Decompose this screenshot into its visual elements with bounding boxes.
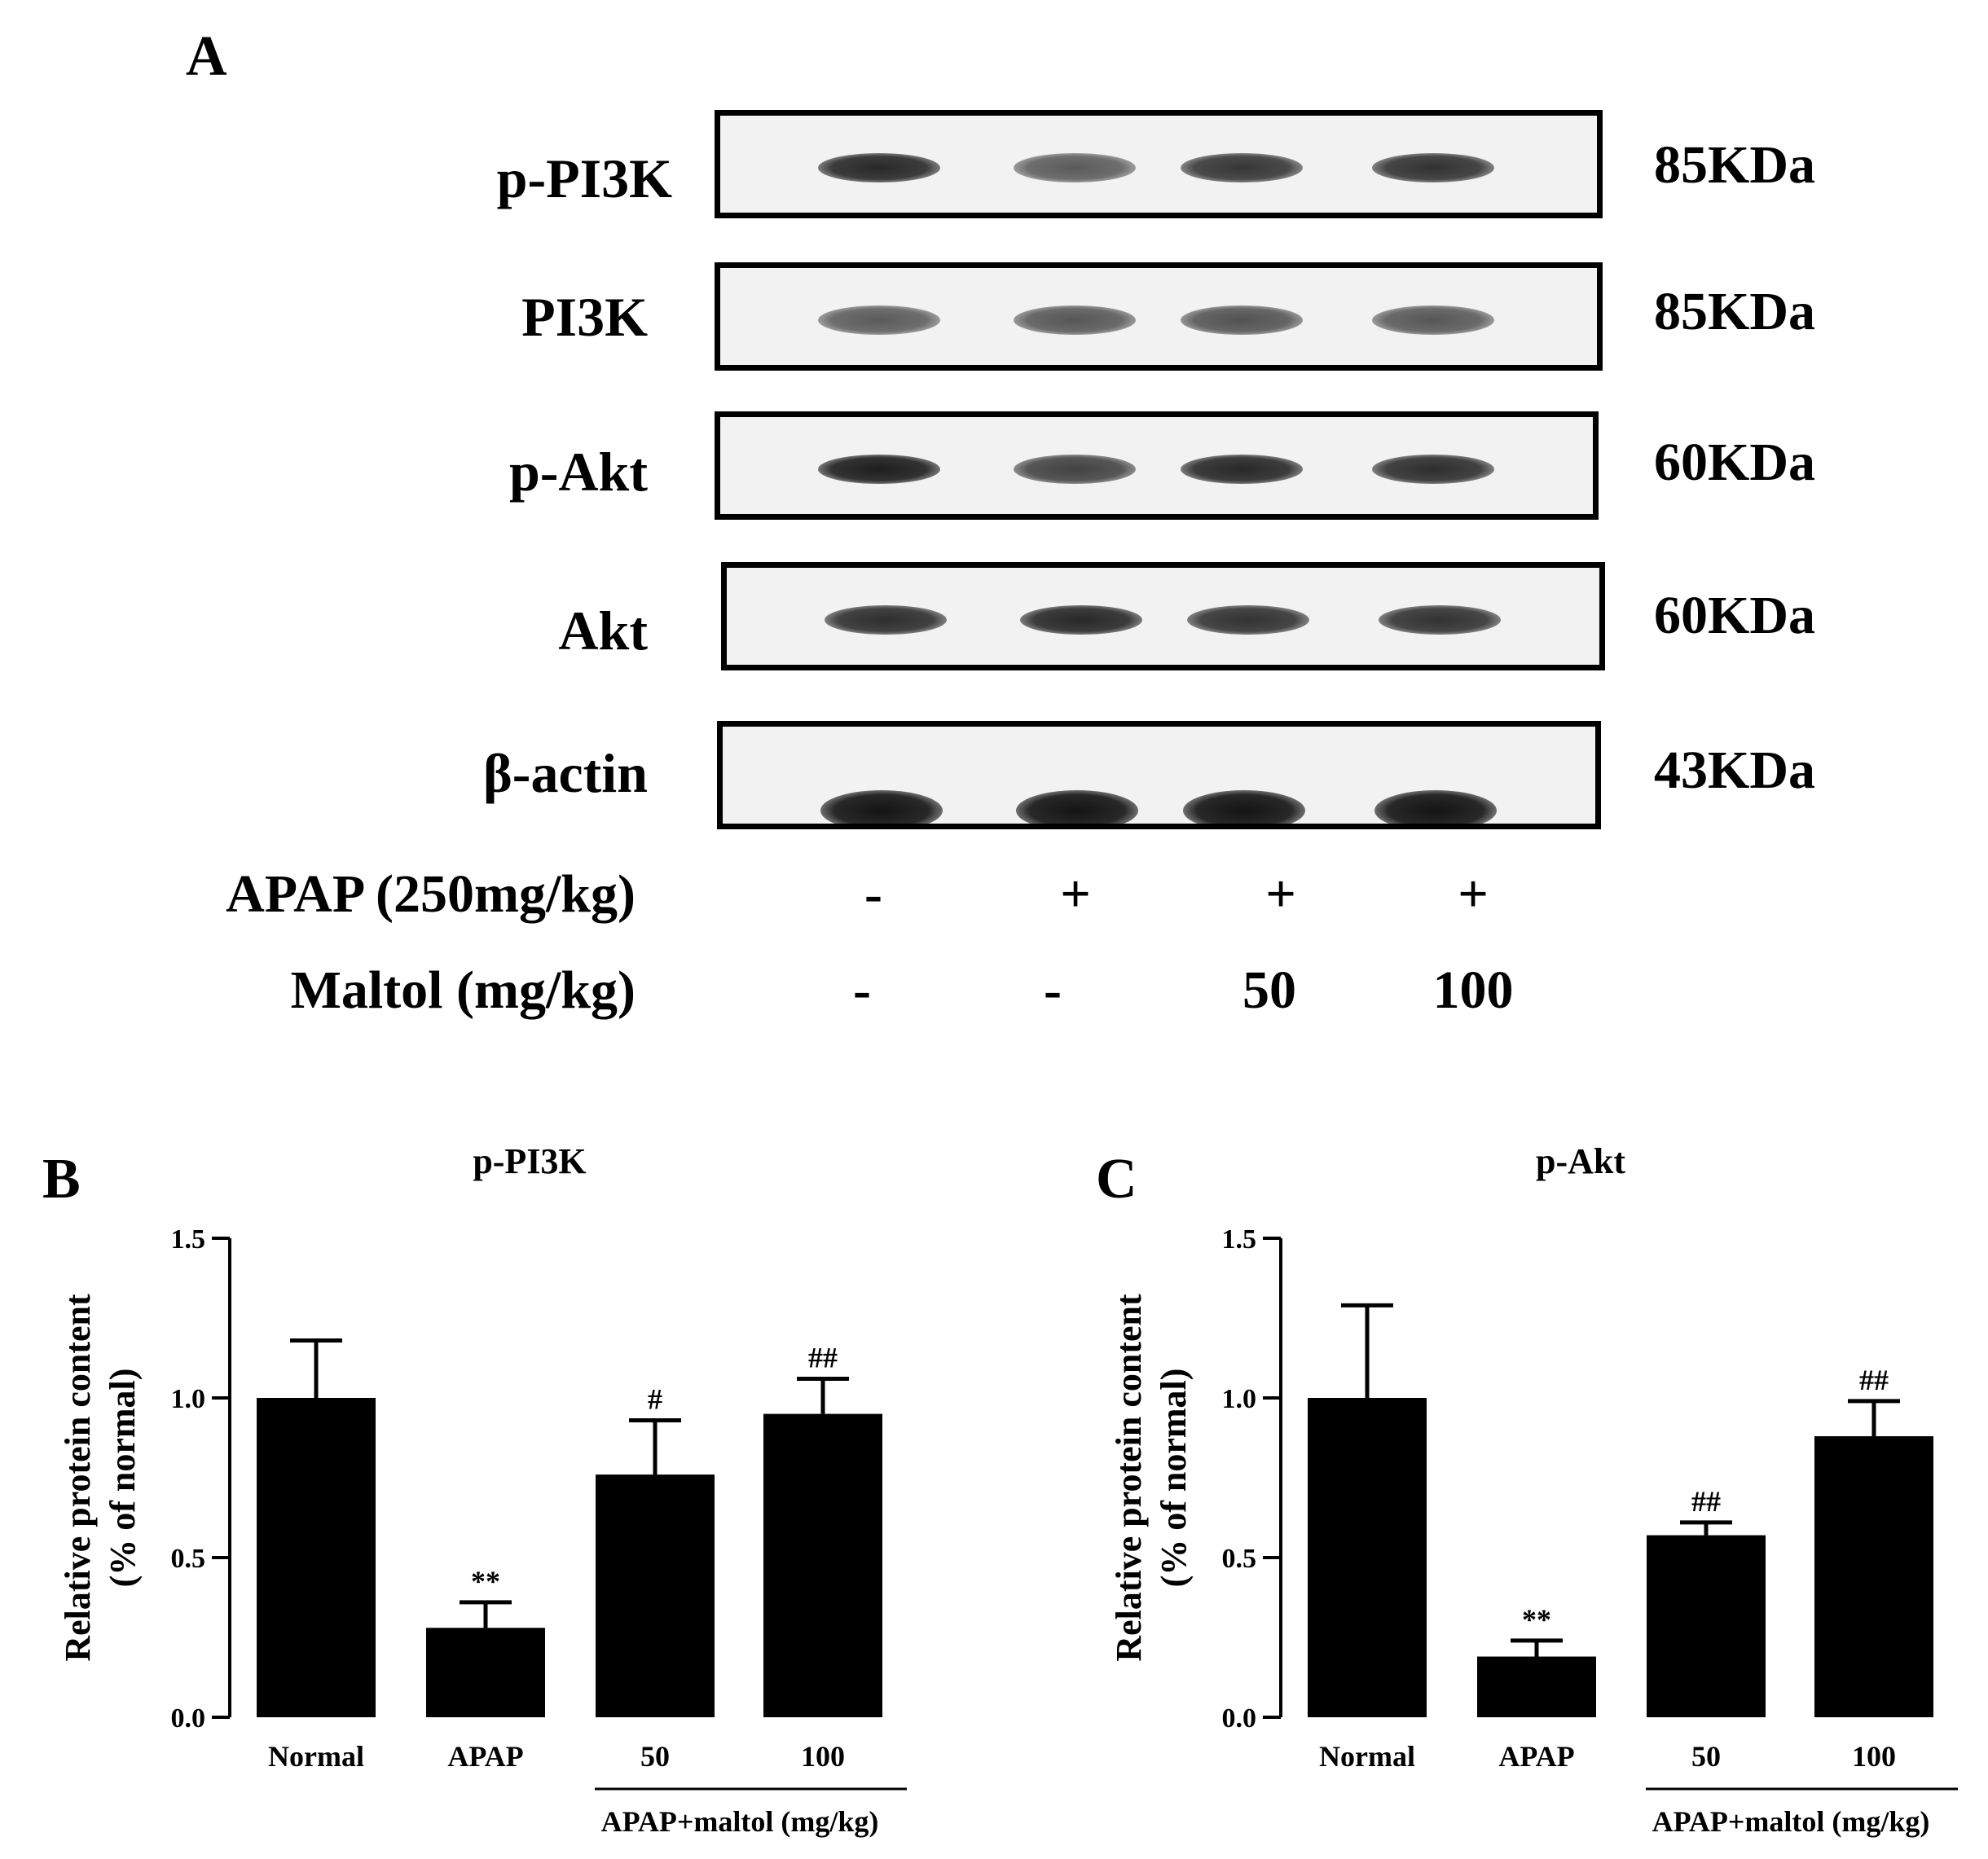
x-tick-label: 100 [801,1740,845,1773]
treatment-value: + [1060,864,1091,924]
blot-membrane [715,262,1603,371]
bar [257,1398,376,1717]
chart-p-akt: p-Akt 0.0 0.5 1.0 1.5 Relative protein conten… [1109,1141,1958,1838]
bar [1308,1398,1427,1717]
y-tick-label: 0.0 [1222,1703,1257,1734]
chart-p-pi3k: p-PI3K 0.0 0.5 1.0 1.5 Relative protein conte… [58,1141,907,1838]
blot-label: p-Akt [508,441,648,503]
x-tick-label: Normal [268,1740,364,1773]
y-tick-label: 1.5 [171,1224,206,1255]
x-tick-label: 100 [1852,1740,1896,1773]
y-tick-label: 0.5 [171,1544,206,1574]
protein-band [1181,455,1303,484]
protein-band [1016,790,1138,824]
x-tick-label: APAP [447,1740,523,1773]
molecular-weight-label: 85KDa [1654,135,1815,195]
treatment-label: Maltol (mg/kg) [290,960,636,1020]
protein-band [1183,790,1305,824]
protein-band [1379,605,1501,635]
panel-b-letter: B [42,1148,81,1211]
chart-title: p-Akt [1536,1141,1625,1181]
y-axis-label-unit: (% of normal) [103,1369,143,1588]
blot-label: β-actin [482,742,648,804]
protein-band [1181,153,1303,182]
significance-mark: ## [1691,1485,1721,1518]
molecular-weight-label: 60KDa [1654,433,1815,492]
protein-band [825,605,947,635]
protein-band [1014,305,1136,335]
group-label: APAP+maltol (mg/kg) [601,1805,879,1838]
protein-band [1014,455,1136,484]
protein-band [1374,790,1497,824]
y-axis-label: Relative protein content [1109,1294,1149,1662]
y-axis-label: Relative protein content [58,1294,98,1662]
y-tick-label: 1.5 [1222,1224,1257,1255]
protein-band [820,790,943,824]
x-tick-label: 50 [640,1740,670,1773]
panel-c-letter: C [1096,1148,1137,1211]
protein-band [1020,605,1142,635]
y-tick-label: 1.0 [1222,1384,1257,1414]
x-tick-label: 50 [1691,1740,1721,1773]
group-label: APAP+maltol (mg/kg) [1652,1805,1930,1838]
blot-membrane [715,411,1599,520]
significance-mark: ** [471,1565,500,1598]
treatment-value: - [1044,960,1062,1020]
protein-band [1372,153,1494,182]
significance-mark: # [648,1382,662,1415]
protein-band [818,305,940,335]
protein-band [818,153,940,182]
molecular-weight-label: 43KDa [1654,741,1815,800]
blot-label: Akt [558,600,648,661]
significance-mark: ## [808,1341,838,1373]
protein-band [1372,455,1494,484]
x-tick-label: Normal [1319,1740,1415,1773]
x-tick-label: APAP [1498,1740,1574,1773]
treatment-value: - [864,864,882,924]
treatment-value: - [853,960,871,1020]
protein-band [818,455,940,484]
treatment-value: 50 [1242,960,1296,1020]
significance-mark: ## [1859,1364,1889,1396]
protein-band [1014,153,1136,182]
bar [426,1628,545,1717]
bar [763,1413,882,1717]
blot-label: PI3K [521,286,648,348]
molecular-weight-label: 85KDa [1654,282,1815,341]
blot-membrane [715,110,1603,218]
bar [596,1474,715,1717]
y-tick-label: 1.0 [171,1384,206,1414]
blot-membrane [717,721,1601,829]
treatment-value: + [1265,864,1296,924]
y-tick-label: 0.5 [1222,1544,1257,1574]
treatment-label: APAP (250mg/kg) [226,864,636,924]
molecular-weight-label: 60KDa [1654,586,1815,645]
y-tick-label: 0.0 [171,1703,206,1734]
protein-band [1372,305,1494,335]
bar [1814,1436,1933,1717]
treatment-value: 100 [1432,960,1514,1020]
protein-band [1187,605,1309,635]
bar [1647,1535,1766,1717]
significance-mark: ** [1522,1603,1551,1636]
blot-label: p-PI3K [496,147,672,209]
blot-membrane [721,562,1605,670]
panel-a-letter: A [186,25,227,88]
bar [1477,1656,1596,1717]
treatment-value: + [1458,864,1489,924]
chart-title: p-PI3K [473,1141,586,1181]
protein-band [1181,305,1303,335]
y-axis-label-unit: (% of normal) [1154,1369,1194,1588]
